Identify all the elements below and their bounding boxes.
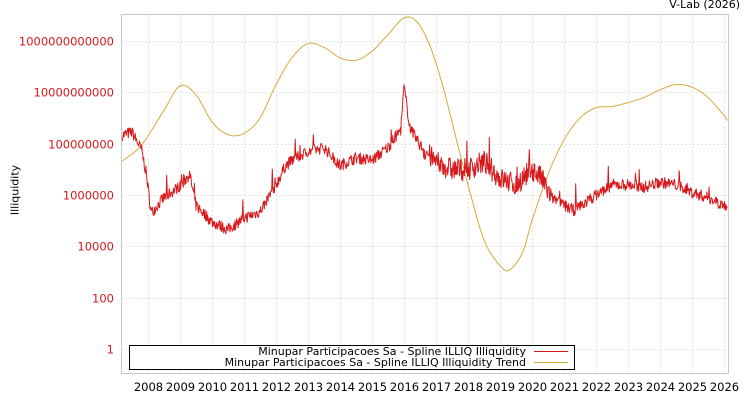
x-tick-label: 2011 bbox=[230, 380, 259, 394]
y-axis-label: Illiquidity bbox=[8, 164, 22, 216]
credit-label: V-Lab (2026) bbox=[669, 0, 740, 11]
x-tick-label: 2009 bbox=[166, 380, 195, 394]
legend-label: Minupar Participacoes Sa - Spline ILLIQ … bbox=[224, 356, 526, 369]
y-tick-label: 1000000 bbox=[63, 189, 114, 203]
x-tick-label: 2019 bbox=[486, 380, 515, 394]
legend-item-trend: Minupar Participacoes Sa - Spline ILLIQ … bbox=[224, 356, 568, 369]
y-tick-label: 10000 bbox=[77, 240, 114, 254]
x-tick-label: 2018 bbox=[454, 380, 483, 394]
legend-label: Minupar Participacoes Sa - Spline ILLIQ … bbox=[258, 345, 526, 358]
legend-item-illiquidity: Minupar Participacoes Sa - Spline ILLIQ … bbox=[258, 345, 568, 358]
x-tick-label: 2013 bbox=[294, 380, 323, 394]
x-tick-label: 2012 bbox=[262, 380, 291, 394]
y-axis-ticks: 1 100 10000 1000000 100000000 10000000000 1000… bbox=[19, 35, 114, 357]
y-tick-label: 1 bbox=[107, 343, 114, 357]
x-tick-label: 2022 bbox=[582, 380, 611, 394]
y-tick-label: 100 bbox=[92, 292, 114, 306]
x-tick-label: 2026 bbox=[710, 380, 739, 394]
legend: Minupar Participacoes Sa - Spline ILLIQ … bbox=[129, 345, 575, 370]
x-axis-ticks: 2008 2009 2010 2011 2012 2013 2014 2015 2016 2017… bbox=[134, 380, 739, 394]
x-tick-label: 2017 bbox=[422, 380, 451, 394]
grid-lines bbox=[121, 14, 729, 374]
x-tick-label: 2021 bbox=[550, 380, 579, 394]
x-tick-label: 2024 bbox=[646, 380, 675, 394]
x-tick-label: 2016 bbox=[390, 380, 419, 394]
x-tick-label: 2010 bbox=[198, 380, 227, 394]
legend-swatch-gold bbox=[534, 362, 568, 363]
legend-swatch-red bbox=[534, 351, 568, 352]
x-tick-label: 2023 bbox=[614, 380, 643, 394]
y-tick-label: 1000000000000 bbox=[19, 35, 114, 49]
y-tick-label: 100000000 bbox=[48, 138, 114, 152]
y-tick-label: 10000000000 bbox=[34, 86, 114, 100]
x-tick-label: 2025 bbox=[678, 380, 707, 394]
x-tick-label: 2008 bbox=[134, 380, 163, 394]
x-tick-label: 2020 bbox=[518, 380, 547, 394]
x-tick-label: 2014 bbox=[326, 380, 355, 394]
illiquidity-line bbox=[121, 84, 728, 235]
trend-line bbox=[122, 16, 728, 272]
plot-frame bbox=[121, 14, 729, 374]
x-tick-label: 2015 bbox=[358, 380, 387, 394]
